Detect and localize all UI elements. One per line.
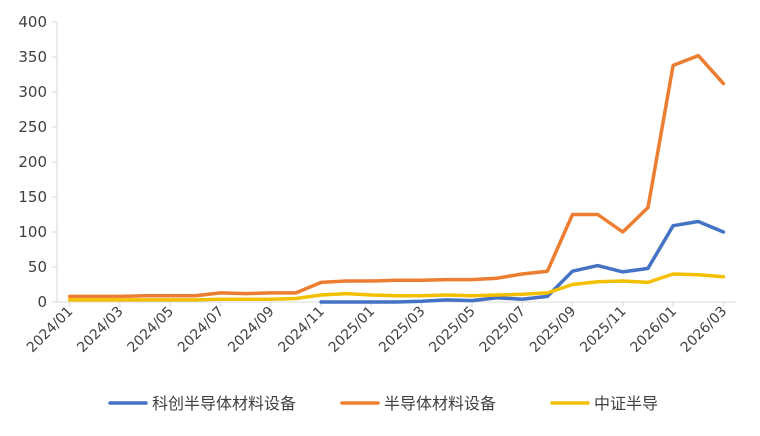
x-tick-label: 2025/09 (527, 304, 579, 356)
x-tick-label: 2025/01 (326, 304, 378, 356)
x-tick-label: 2024/09 (225, 304, 277, 356)
x-tick-label: 2025/07 (477, 304, 529, 356)
series-layer (67, 53, 726, 304)
legend-label-2: 半导体材料设备 (384, 394, 496, 413)
series-line-1 (319, 219, 726, 304)
y-tick-label: 100 (18, 223, 47, 241)
x-tick-label: 2026/01 (628, 304, 680, 356)
y-axis: 0 50 100 150 200 250 300 350 400 (18, 13, 58, 311)
y-tick-label: 300 (18, 83, 47, 101)
legend-label-3: 中证半导 (594, 394, 658, 413)
x-tick-label: 2025/11 (577, 304, 629, 356)
y-tick-label: 350 (18, 48, 47, 66)
y-tick-label: 150 (18, 188, 47, 206)
x-tick-label: 2024/03 (74, 304, 126, 356)
y-tick-label: 250 (18, 118, 47, 136)
x-tick-label: 2024/05 (125, 304, 177, 356)
x-tick-label: 2024/01 (24, 304, 76, 356)
x-axis: 2024/012024/032024/052024/072024/092024/… (24, 301, 736, 356)
x-tick-label: 2025/05 (426, 304, 478, 356)
series-line-2 (67, 53, 726, 299)
y-tick-label: 50 (28, 258, 47, 276)
y-tick-label: 0 (37, 293, 47, 311)
y-tick-label: 400 (18, 13, 47, 31)
x-tick-label: 2024/07 (175, 304, 227, 356)
y-tick-label: 200 (18, 153, 47, 171)
x-tick-label: 2026/03 (678, 304, 730, 356)
x-tick-label: 2025/03 (376, 304, 428, 356)
legend-label-1: 科创半导体材料设备 (152, 394, 296, 413)
legend: 科创半导体材料设备 半导体材料设备 中证半导 (108, 394, 658, 413)
series-line-3 (67, 272, 726, 302)
x-tick-label: 2024/11 (275, 304, 327, 356)
